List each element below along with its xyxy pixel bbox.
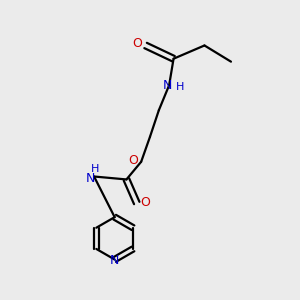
Text: N: N bbox=[110, 254, 119, 267]
Text: H: H bbox=[91, 164, 100, 174]
Text: O: O bbox=[132, 38, 142, 50]
Text: N: N bbox=[86, 172, 95, 185]
Text: N: N bbox=[163, 79, 172, 92]
Text: H: H bbox=[176, 82, 184, 92]
Text: O: O bbox=[128, 154, 138, 167]
Text: O: O bbox=[141, 196, 151, 209]
